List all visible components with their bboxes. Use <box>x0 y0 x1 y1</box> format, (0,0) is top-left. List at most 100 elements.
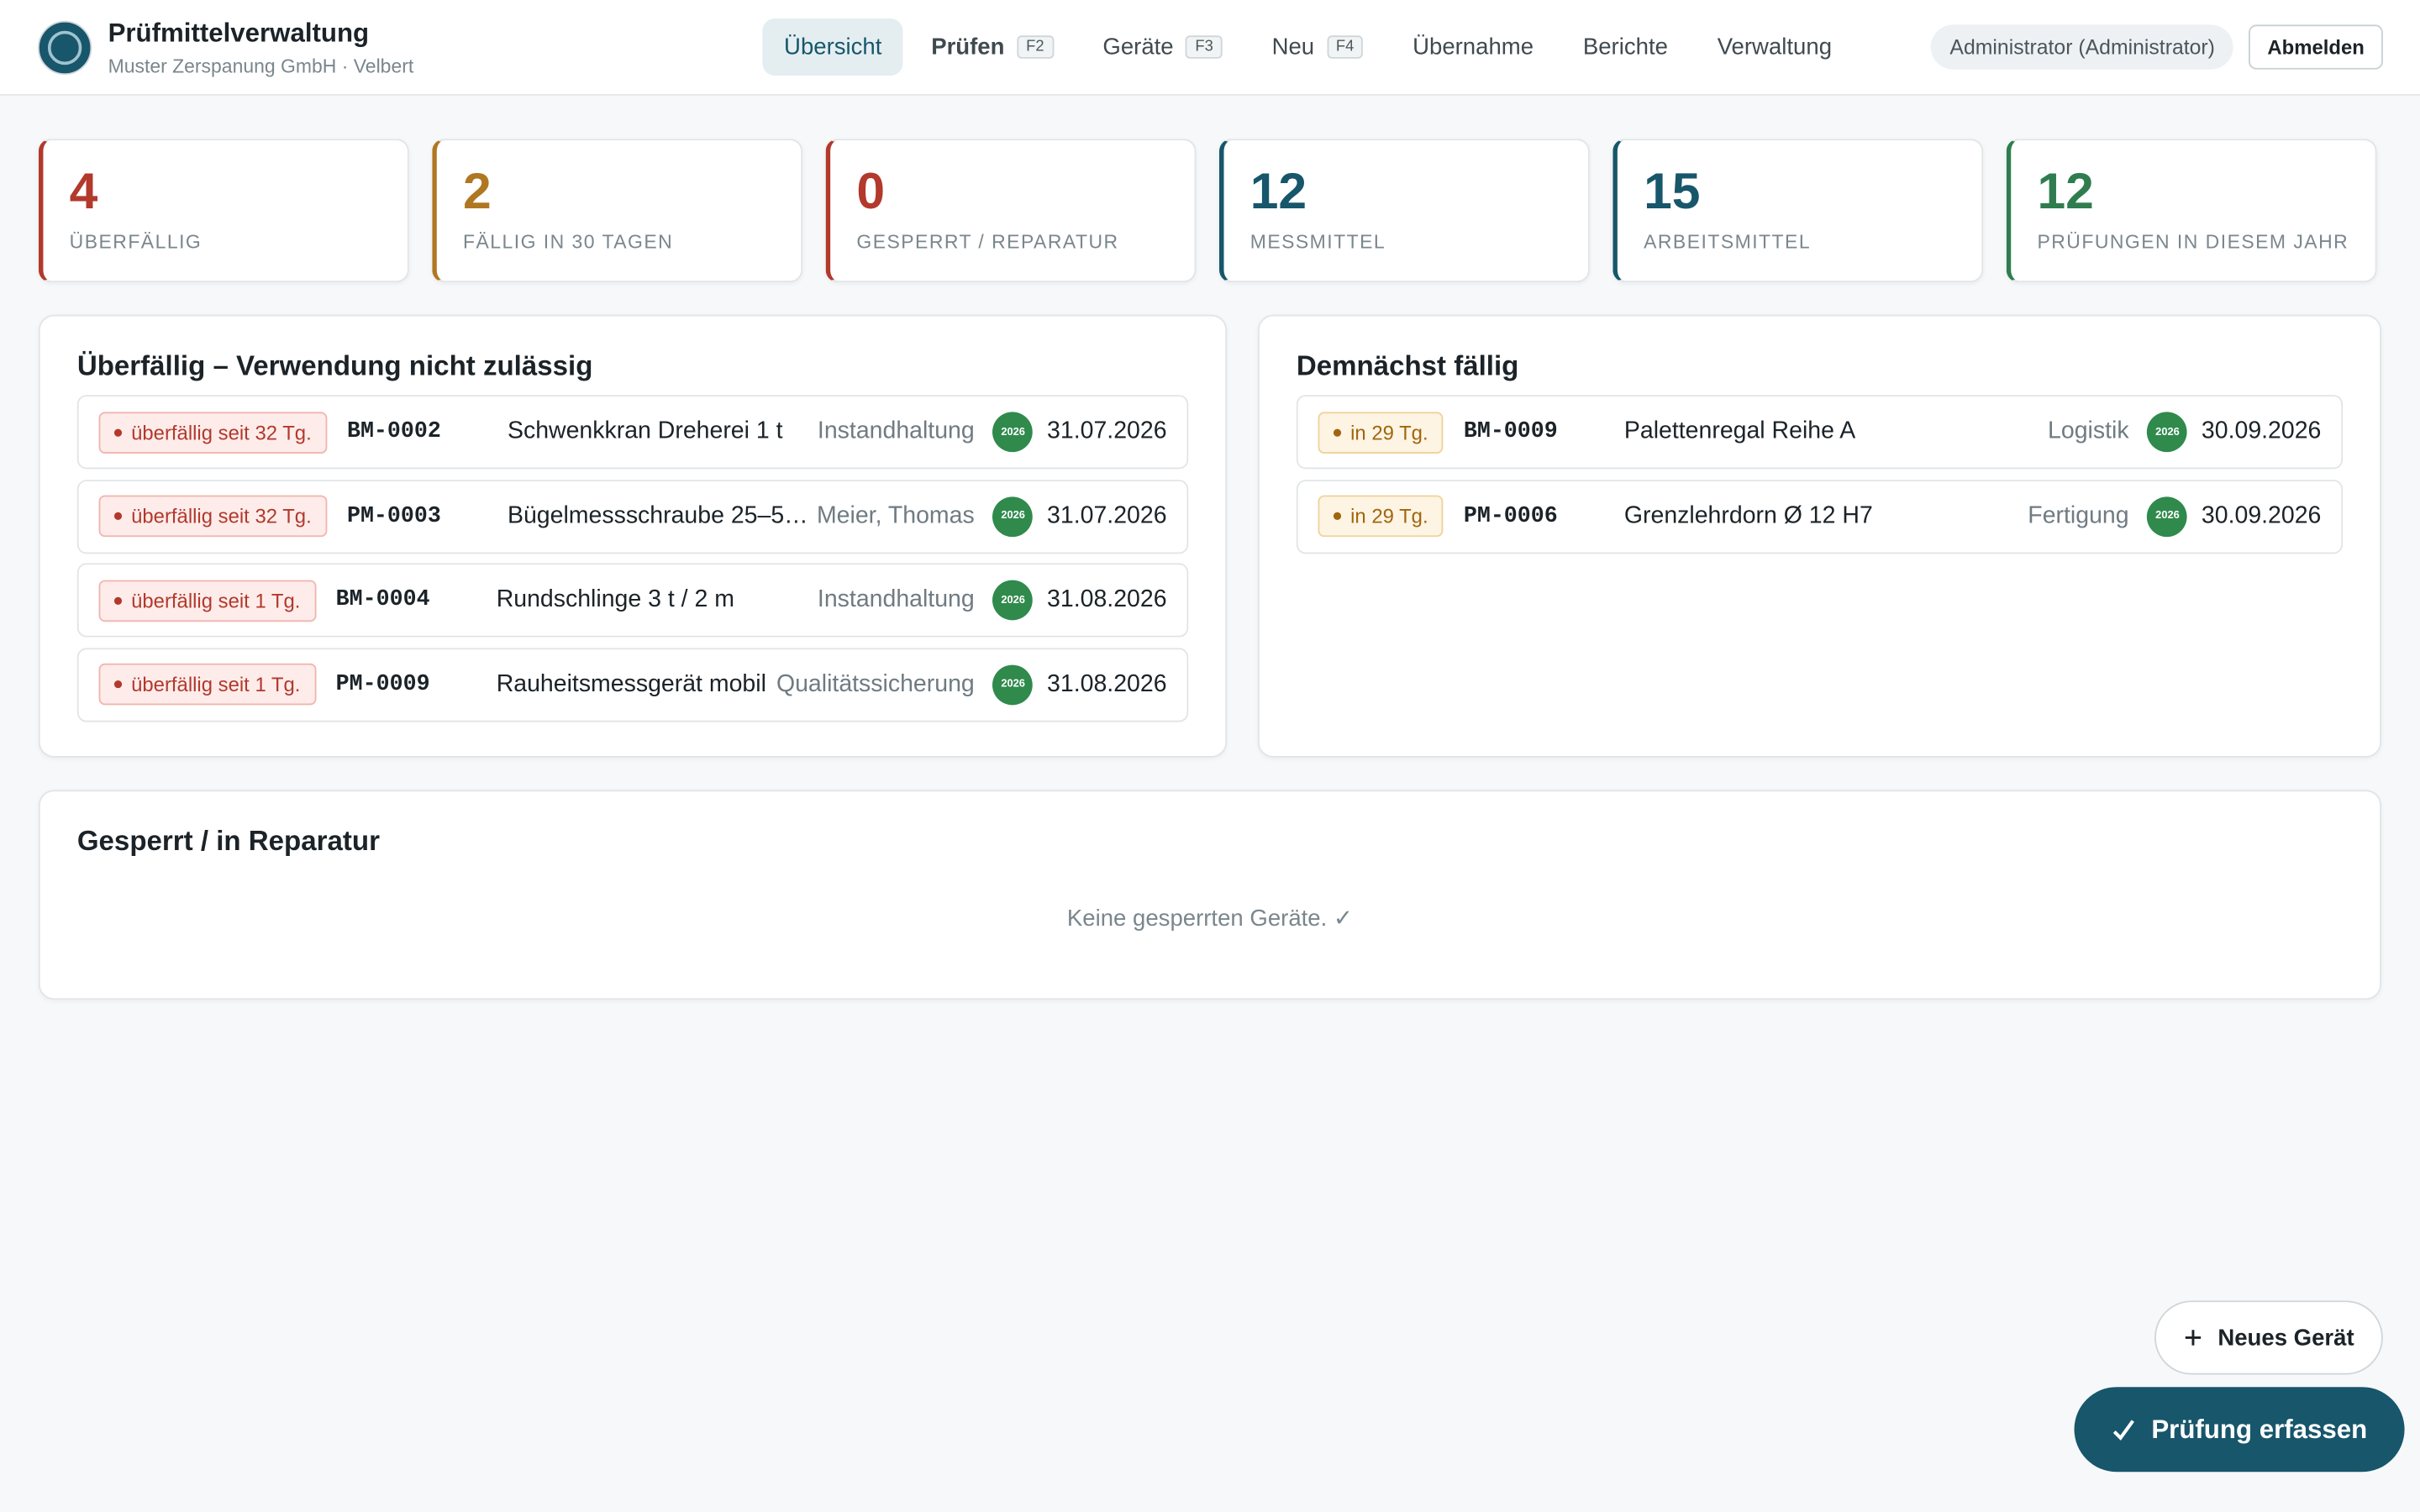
device-id: PM-0003 <box>346 503 441 529</box>
device-id: BM-0002 <box>346 419 441 444</box>
record-check-button[interactable]: Prüfung erfassen <box>2074 1387 2405 1473</box>
inspection-sticker: 2026 <box>992 580 1034 621</box>
device-row[interactable]: überfällig seit 32 Tg. PM-0003 Bügelmesssc… <box>76 479 1189 554</box>
inspection-sticker: 2026 <box>2147 412 2188 453</box>
user-area: Administrator (Administrator) Abmelden <box>1931 24 2383 70</box>
inspection-sticker: 2026 <box>2147 496 2188 537</box>
shortcut-key: F4 <box>1326 35 1364 59</box>
device-owner: Fertigung <box>2028 501 2129 529</box>
device-name: Palettenregal Reihe A <box>1623 417 1856 444</box>
status-badge: überfällig seit 1 Tg. <box>98 579 316 622</box>
stat-card: 2 FÄLLIG IN 30 TAGEN <box>432 139 803 283</box>
logout-button[interactable]: Abmelden <box>2249 24 2383 70</box>
button-label: Neues Gerät <box>2217 1324 2354 1352</box>
inspection-sticker: 2026 <box>992 496 1034 537</box>
status-badge: überfällig seit 32 Tg. <box>98 495 328 538</box>
nav-item[interactable]: Neu F4 <box>1250 18 1385 76</box>
stat-value: 0 <box>856 161 886 219</box>
panel-title: Gesperrt / in Reparatur <box>76 825 380 857</box>
nav-item[interactable]: Berichte <box>1561 18 1690 76</box>
app-subtitle: Muster Zerspanung GmbH · Velbert <box>108 55 414 76</box>
due-date: 31.07.2026 <box>1047 417 1167 444</box>
device-owner: Logistik <box>2048 417 2129 444</box>
top-bar: Prüfmittelverwaltung Muster Zerspanung G… <box>0 0 2420 96</box>
status-dot <box>113 512 123 520</box>
nav-label: Prüfen <box>931 34 1005 60</box>
main-nav: Übersicht Prüfen F2 Geräte F3 Neu F4 Übernahme B… <box>762 18 1853 76</box>
device-name: Rundschlinge 3 t / 2 m <box>496 585 734 613</box>
upcoming-panel: Demnächst fällig in 29 Tg. BM-0009 Paletten… <box>1257 314 2382 758</box>
locked-panel: Gesperrt / in Reparatur Keine gesperrten… <box>38 790 2382 1000</box>
due-date: 31.08.2026 <box>1047 670 1167 697</box>
badge-text: überfällig seit 1 Tg. <box>131 672 301 696</box>
stats: 4 ÜBERFÄLLIG 2 FÄLLIG IN 30 TAGEN 0 GESPERRT … <box>38 139 2377 283</box>
stat-label: FÄLLIG IN 30 TAGEN <box>463 231 674 254</box>
stat-label: PRÜFUNGEN IN DIESEM JAHR <box>2037 231 2349 254</box>
nav-label: Verwaltung <box>1717 34 1833 60</box>
badge-text: überfällig seit 32 Tg. <box>131 504 312 528</box>
status-badge: überfällig seit 32 Tg. <box>98 411 328 454</box>
shortcut-key: F3 <box>1186 35 1223 59</box>
user-pill: Administrator (Administrator) <box>1931 24 2233 70</box>
nav-item[interactable]: Geräte F3 <box>1081 18 1244 76</box>
stat-value: 15 <box>1644 161 1701 219</box>
stat-value: 12 <box>2037 161 2094 219</box>
device-id: PM-0009 <box>335 671 430 697</box>
stat-value: 12 <box>1249 161 1307 219</box>
due-date: 30.09.2026 <box>2201 501 2322 529</box>
stat-value: 2 <box>463 161 492 219</box>
nav-item[interactable]: Übersicht <box>762 18 904 76</box>
nav-label: Neu <box>1271 34 1315 60</box>
badge-text: in 29 Tg. <box>1350 420 1428 444</box>
status-dot <box>113 596 123 605</box>
shortcut-key: F2 <box>1017 35 1054 59</box>
device-row[interactable]: überfällig seit 32 Tg. BM-0002 Schwenkkran… <box>76 395 1189 470</box>
overdue-list: überfällig seit 32 Tg. BM-0002 Schwenkkran… <box>76 395 1189 722</box>
upcoming-list: in 29 Tg. BM-0009 Palettenregal Reihe A Log… <box>1296 395 2344 554</box>
device-owner: Meier, Thomas <box>816 501 975 529</box>
logo <box>37 19 92 75</box>
status-dot <box>113 428 123 436</box>
badge-text: überfällig seit 1 Tg. <box>131 588 301 612</box>
new-device-button[interactable]: Neues Gerät <box>2154 1300 2384 1375</box>
nav-label: Geräte <box>1102 34 1174 60</box>
stat-label: MESSMITTEL <box>1249 231 1386 254</box>
status-dot <box>1333 512 1342 520</box>
due-date: 31.07.2026 <box>1047 501 1167 529</box>
empty-message: Keine gesperrten Geräte. ✓ <box>1066 906 1354 932</box>
panel-title: Überfällig – Verwendung nicht zulässig <box>76 349 593 381</box>
nav-item[interactable]: Prüfen F2 <box>909 18 1075 76</box>
stat-card: 0 GESPERRT / REPARATUR <box>825 139 1197 283</box>
device-name: Rauheitsmessgerät mobil <box>496 670 766 697</box>
button-label: Prüfung erfassen <box>2151 1414 2368 1444</box>
status-badge: in 29 Tg. <box>1318 411 1444 454</box>
device-id: BM-0004 <box>335 587 430 613</box>
brand: Prüfmittelverwaltung Muster Zerspanung G… <box>37 18 762 76</box>
device-row[interactable]: in 29 Tg. BM-0009 Palettenregal Reihe A Log… <box>1296 395 2344 470</box>
inspection-sticker: 2026 <box>992 412 1034 453</box>
app-title: Prüfmittelverwaltung <box>108 18 370 48</box>
device-name: Grenzlehrdorn Ø 12 H7 <box>1623 501 1873 529</box>
device-row[interactable]: in 29 Tg. PM-0006 Grenzlehrdorn Ø 12 H7 Fer… <box>1296 479 2344 554</box>
device-owner: Qualitätssicherung <box>776 670 975 697</box>
status-dot <box>113 680 123 689</box>
stat-card: 4 ÜBERFÄLLIG <box>38 139 409 283</box>
status-dot <box>1333 428 1342 436</box>
badge-text: überfällig seit 32 Tg. <box>131 420 312 444</box>
device-row[interactable]: überfällig seit 1 Tg. PM-0009 Rauheitsmess… <box>76 647 1189 722</box>
due-date: 31.08.2026 <box>1047 585 1167 613</box>
nav-item[interactable]: Übernahme <box>1391 18 1555 76</box>
badge-text: in 29 Tg. <box>1350 504 1428 528</box>
device-row[interactable]: überfällig seit 1 Tg. BM-0004 Rundschlinge… <box>76 563 1189 638</box>
nav-label: Übersicht <box>784 34 882 60</box>
device-name: Bügelmessschraube 25–5… <box>507 501 808 529</box>
nav-label: Übernahme <box>1413 34 1534 60</box>
device-owner: Instandhaltung <box>817 585 975 613</box>
stat-label: ARBEITSMITTEL <box>1644 231 1812 254</box>
stat-label: ÜBERFÄLLIG <box>69 231 203 254</box>
plus-icon <box>2185 1330 2202 1346</box>
nav-item[interactable]: Verwaltung <box>1696 18 1854 76</box>
stat-card: 12 PRÜFUNGEN IN DIESEM JAHR <box>2006 139 2377 283</box>
stat-card: 12 MESSMITTEL <box>1218 139 1590 283</box>
